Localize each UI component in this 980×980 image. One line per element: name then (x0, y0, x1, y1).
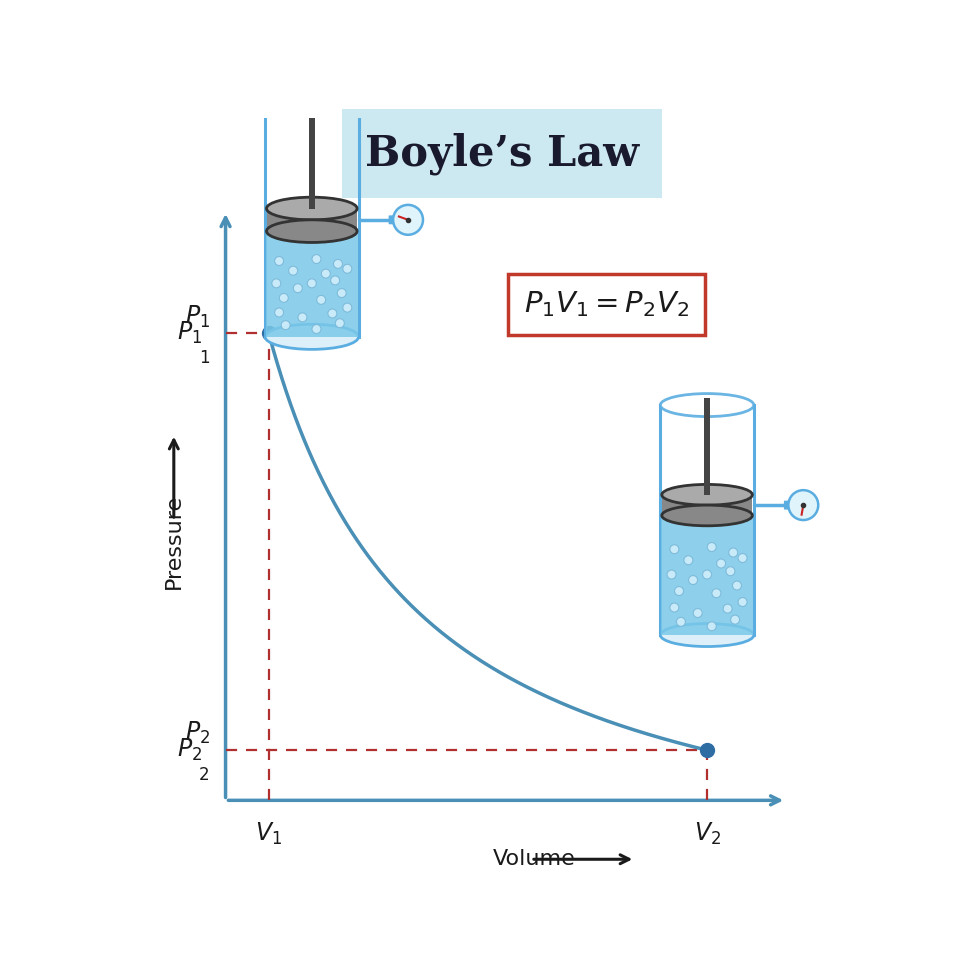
Circle shape (693, 609, 703, 617)
Circle shape (731, 615, 740, 624)
Text: 1: 1 (199, 349, 210, 368)
Circle shape (670, 603, 679, 612)
Circle shape (335, 318, 344, 327)
Ellipse shape (662, 484, 753, 505)
Text: Pressure: Pressure (164, 494, 184, 589)
Circle shape (333, 260, 342, 269)
Circle shape (738, 554, 747, 563)
Circle shape (321, 270, 330, 278)
FancyBboxPatch shape (389, 216, 394, 224)
Bar (705, 398, 710, 495)
Circle shape (298, 313, 307, 321)
Circle shape (788, 490, 818, 520)
Bar (267, 209, 357, 231)
Ellipse shape (265, 73, 359, 98)
Text: $P_2$: $P_2$ (184, 720, 210, 747)
Text: $P_2$: $P_2$ (177, 737, 203, 763)
Circle shape (732, 581, 742, 590)
Text: 2: 2 (199, 765, 210, 784)
Circle shape (308, 279, 317, 288)
Circle shape (723, 604, 732, 613)
Text: $V_1$: $V_1$ (255, 820, 282, 847)
Circle shape (708, 621, 716, 631)
Circle shape (729, 548, 738, 557)
Ellipse shape (661, 623, 754, 647)
Circle shape (711, 589, 721, 598)
Bar (309, 77, 315, 209)
Circle shape (667, 570, 676, 579)
Circle shape (289, 267, 298, 275)
Circle shape (676, 617, 685, 626)
Circle shape (317, 295, 325, 305)
Text: Volume: Volume (493, 850, 576, 869)
Ellipse shape (661, 394, 754, 416)
Ellipse shape (267, 220, 357, 242)
Text: $V_2$: $V_2$ (694, 820, 720, 847)
Circle shape (708, 543, 716, 552)
Circle shape (337, 288, 346, 298)
Circle shape (271, 279, 281, 288)
Circle shape (726, 566, 735, 575)
Circle shape (684, 556, 693, 564)
Circle shape (703, 570, 711, 579)
Circle shape (674, 587, 683, 596)
Circle shape (393, 205, 423, 235)
Circle shape (738, 598, 747, 607)
Ellipse shape (265, 324, 359, 350)
Bar (662, 495, 753, 515)
Circle shape (281, 320, 290, 329)
Circle shape (274, 308, 283, 317)
Circle shape (716, 559, 725, 568)
Circle shape (343, 265, 352, 273)
Circle shape (328, 309, 337, 318)
Ellipse shape (662, 508, 753, 523)
Circle shape (274, 257, 283, 266)
FancyBboxPatch shape (784, 501, 789, 510)
Text: $P_1$: $P_1$ (184, 304, 210, 329)
Circle shape (330, 276, 340, 285)
Ellipse shape (662, 505, 753, 526)
Circle shape (343, 303, 352, 312)
Circle shape (279, 293, 288, 303)
Circle shape (312, 324, 321, 333)
Text: $P_1$: $P_1$ (177, 320, 203, 346)
Bar (266, 231, 358, 337)
Bar (662, 515, 753, 635)
Text: Boyle’s Law: Boyle’s Law (366, 132, 639, 174)
Circle shape (312, 255, 321, 264)
Circle shape (689, 575, 698, 584)
Ellipse shape (267, 197, 357, 220)
Text: $P_1V_1=P_2V_2$: $P_1V_1=P_2V_2$ (524, 289, 689, 319)
Ellipse shape (266, 222, 358, 240)
Circle shape (670, 545, 679, 554)
Circle shape (293, 284, 302, 293)
